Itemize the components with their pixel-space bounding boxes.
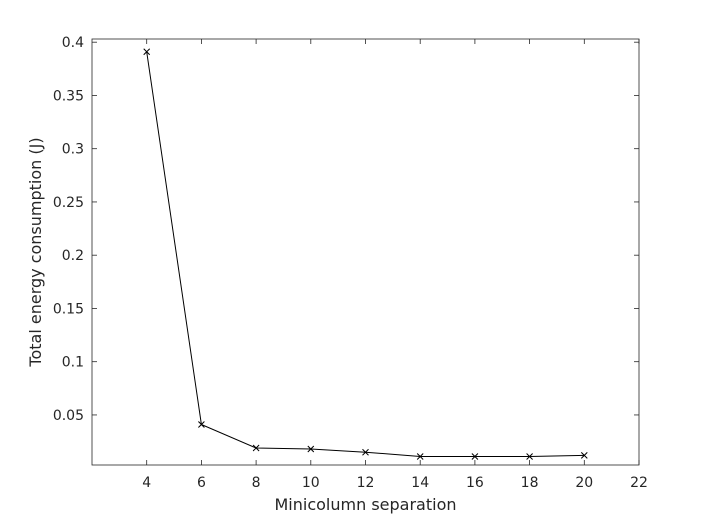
- data-point: [416, 453, 424, 460]
- y-tick-label: 0.1: [62, 355, 84, 371]
- x-tick-label: 4: [142, 475, 151, 491]
- marker-stroke: [526, 453, 533, 460]
- plot-area-frame: [91, 38, 640, 466]
- x-tick-label: 18: [521, 475, 539, 491]
- marker-stroke: [143, 48, 151, 56]
- data-point: [362, 448, 369, 456]
- x-axis-title: Minicolumn separation: [275, 495, 457, 514]
- x-tick-label: 16: [466, 475, 484, 491]
- y-tick-label: 0.05: [53, 408, 84, 424]
- data-marks: [143, 48, 588, 460]
- y-tick-label: 0.35: [53, 88, 84, 104]
- y-tick-label: 0.2: [62, 248, 84, 264]
- marker-stroke: [471, 453, 479, 460]
- data-point: [580, 452, 588, 459]
- data-point: [198, 421, 205, 428]
- x-tick-label: 8: [252, 475, 261, 491]
- y-tick-label: 0.25: [53, 195, 84, 211]
- y-tick-label: 0.3: [62, 142, 84, 158]
- plot-area-background: [92, 39, 639, 465]
- data-point: [143, 48, 151, 56]
- data-point: [307, 445, 315, 453]
- marker-stroke: [416, 453, 424, 460]
- x-tick-label: 10: [302, 475, 320, 491]
- x-tick-label: 20: [575, 475, 593, 491]
- x-tick-label: 22: [630, 475, 648, 491]
- marker-stroke: [362, 448, 369, 456]
- axes: 4 6 8 10 12 14 16 18 20 22 0.05 0.1 0.15 0.2 0.25 0.3 0.…: [53, 35, 648, 491]
- marker-stroke: [198, 421, 205, 428]
- marker-stroke: [307, 445, 315, 453]
- x-tick-label: 12: [357, 475, 375, 491]
- x-tick-label: 6: [197, 475, 206, 491]
- y-axis-title: Total energy consumption (J): [26, 137, 45, 367]
- data-point: [471, 453, 479, 460]
- data-point: [252, 444, 260, 452]
- data-point: [526, 453, 533, 460]
- y-tick-label: 0.4: [62, 35, 84, 51]
- x-tick-label: 14: [411, 475, 429, 491]
- y-tick-label: 0.15: [53, 301, 84, 317]
- marker-stroke: [252, 444, 260, 452]
- marker-stroke: [580, 452, 588, 459]
